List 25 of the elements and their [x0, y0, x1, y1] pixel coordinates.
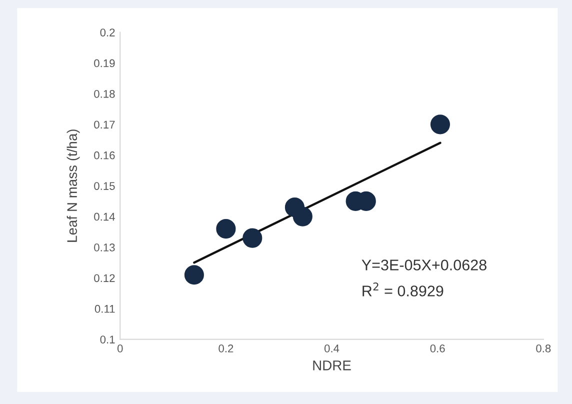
annotation: Y=3E-05X+0.0628 [362, 260, 486, 270]
y-tick-label: 0.17 [94, 120, 115, 129]
x-tick-label: 0.8 [536, 344, 551, 352]
x-tick-label: 0.4 [324, 344, 340, 352]
y-tick-label: 0.19 [94, 59, 115, 68]
x-axis-title: NDRE [313, 360, 351, 370]
point [430, 114, 450, 134]
y-tick-label: 0.1 [100, 336, 115, 344]
y-tick-label: 0.13 [94, 244, 115, 252]
x-tick-label: 0.2 [218, 344, 234, 352]
annotation: R$^{2}$ = 0.8929 [362, 282, 444, 296]
point [216, 219, 236, 239]
point [184, 265, 204, 285]
y-tick-label: 0.12 [94, 274, 115, 282]
y-tick-label: 0.2 [100, 28, 115, 36]
x-tick-label: 0 [117, 344, 123, 352]
y-axis-title: Leaf N mass (t/ha) [66, 130, 80, 242]
point [292, 206, 312, 226]
point [242, 228, 262, 248]
y-tick-label: 0.14 [94, 212, 115, 221]
x-tick-label: 0.6 [430, 344, 445, 352]
y-tick-label: 0.18 [94, 90, 115, 98]
y-tick-label: 0.11 [94, 304, 115, 313]
y-tick-label: 0.15 [94, 182, 115, 190]
y-tick-label: 0.16 [94, 151, 115, 160]
